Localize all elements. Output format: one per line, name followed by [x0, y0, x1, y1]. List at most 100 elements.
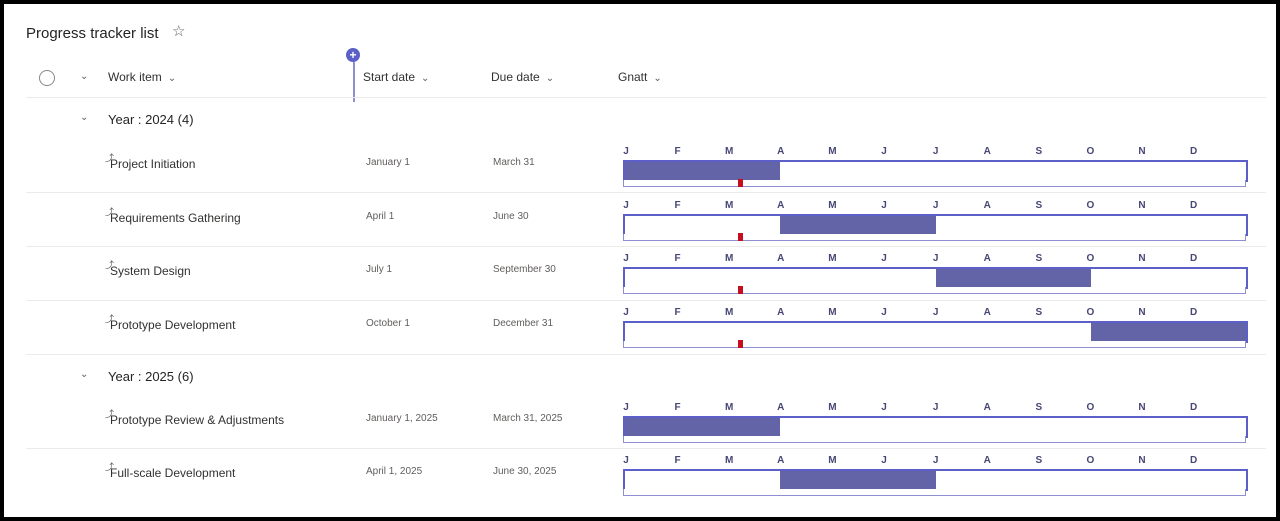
column-header-start-date[interactable]: Start date ⌄ — [363, 70, 429, 84]
gantt-month-label: D — [1189, 200, 1198, 211]
table-row[interactable]: ⤴ Project Initiation January 1 March 31 J F M A… — [26, 146, 1266, 203]
start-date-cell: January 1 — [366, 157, 410, 168]
gantt-baseline — [623, 341, 1246, 348]
work-item-title[interactable]: Prototype Development — [110, 318, 236, 332]
favorite-star-icon[interactable]: ☆ — [172, 23, 186, 40]
table-row[interactable]: ⤴ Full-scale Development April 1, 2025 June… — [26, 455, 1266, 512]
gantt-track — [623, 321, 1248, 343]
gantt-month-label: J — [932, 200, 939, 211]
chevron-down-icon: ⌄ — [545, 73, 555, 84]
gantt-track — [623, 267, 1248, 289]
gantt-month-label: M — [725, 455, 734, 466]
gantt-bar — [625, 162, 781, 180]
gantt-track — [623, 160, 1248, 182]
chevron-down-icon: ⌄ — [167, 73, 177, 84]
due-date-cell: June 30, 2025 — [493, 466, 557, 477]
gantt-month-label: N — [1138, 200, 1146, 211]
column-header-due-date-label: Due date — [491, 70, 540, 84]
gantt-baseline — [623, 234, 1246, 241]
group-header-2024[interactable]: Year : 2024 (4) — [108, 112, 194, 127]
gantt-baseline — [623, 489, 1246, 496]
gantt-month-label: N — [1138, 455, 1146, 466]
gantt-month-label: A — [983, 455, 991, 466]
chevron-down-icon: ⌄ — [653, 73, 662, 84]
gantt-month-label: J — [932, 307, 939, 318]
gantt-month-label: J — [623, 402, 629, 413]
header-divider — [26, 97, 1266, 98]
gantt-month-label: M — [828, 402, 837, 413]
gantt-month-label: N — [1138, 402, 1146, 413]
gantt-month-label: J — [881, 253, 887, 264]
gantt-month-label: J — [881, 146, 887, 157]
gantt-bar — [780, 471, 936, 489]
column-header-due-date[interactable]: Due date ⌄ — [491, 70, 554, 84]
due-date-cell: June 30 — [493, 211, 529, 222]
collapse-all-chevron-icon[interactable]: ⌄ — [80, 71, 89, 82]
gantt-month-label: N — [1138, 253, 1146, 264]
work-item-title[interactable]: Requirements Gathering — [110, 211, 241, 225]
gantt-month-label: J — [623, 455, 629, 466]
gantt-month-label: F — [674, 455, 681, 466]
gantt-month-label: D — [1189, 253, 1198, 264]
column-header-work-item[interactable]: Work item ⌄ — [108, 70, 176, 84]
gantt-month-label: F — [674, 146, 681, 157]
gantt-month-label: D — [1189, 146, 1198, 157]
work-item-title[interactable]: Project Initiation — [110, 157, 196, 171]
group-header-2025[interactable]: Year : 2025 (6) — [108, 369, 194, 384]
gantt-month-label: A — [983, 402, 991, 413]
row-divider — [26, 354, 1266, 355]
gantt-month-label: M — [725, 402, 734, 413]
column-header-gantt[interactable]: Gnatt ⌄ — [618, 70, 662, 84]
gantt-month-label: D — [1189, 455, 1198, 466]
gantt-month-label: J — [881, 402, 887, 413]
gantt-baseline — [623, 180, 1246, 187]
add-column-button[interactable]: + — [346, 48, 360, 62]
gantt-track — [623, 214, 1248, 236]
group-collapse-chevron-icon[interactable]: ⌄ — [80, 369, 89, 380]
column-header-start-date-label: Start date — [363, 70, 416, 84]
row-divider — [26, 448, 1266, 449]
work-item-title[interactable]: System Design — [110, 264, 191, 278]
gantt-month-label: O — [1086, 455, 1095, 466]
work-item-title[interactable]: Prototype Review & Adjustments — [110, 413, 285, 427]
gantt-month-label: J — [623, 200, 629, 211]
gantt-month-label: M — [725, 253, 734, 264]
select-all-checkbox[interactable] — [39, 70, 55, 86]
work-item-title[interactable]: Full-scale Development — [110, 466, 236, 480]
work-item-link-icon: ⤴ — [105, 314, 115, 324]
table-row[interactable]: ⤴ Prototype Review & Adjustments January 1… — [26, 402, 1266, 459]
gantt-month-label: J — [623, 146, 629, 157]
gantt-month-label: A — [983, 307, 991, 318]
table-row[interactable]: ⤴ Requirements Gathering April 1 June 30 J F M… — [26, 200, 1266, 257]
table-row[interactable]: ⤴ System Design July 1 September 30 J F M A M J J A… — [26, 253, 1266, 310]
gantt-bar — [935, 269, 1091, 287]
gantt-month-label: A — [983, 253, 991, 264]
gantt-month-label: J — [932, 146, 939, 157]
gantt-month-label: A — [777, 146, 785, 157]
start-date-cell: April 1 — [366, 211, 395, 222]
gantt-month-label: S — [1035, 402, 1043, 413]
gantt-month-label: N — [1138, 307, 1146, 318]
gantt-track — [623, 469, 1248, 491]
gantt-bar — [1090, 323, 1246, 341]
gantt-month-label: J — [932, 402, 939, 413]
gantt-month-label: M — [725, 200, 734, 211]
gantt-month-label: D — [1189, 307, 1198, 318]
gantt-month-label: A — [777, 200, 785, 211]
gantt-month-label: M — [828, 455, 837, 466]
gantt-month-label: M — [828, 253, 837, 264]
due-date-cell: September 30 — [493, 264, 556, 275]
table-row[interactable]: ⤴ Prototype Development October 1 December … — [26, 307, 1266, 364]
gantt-month-label: J — [881, 307, 887, 318]
gantt-month-label: S — [1035, 200, 1043, 211]
group-collapse-chevron-icon[interactable]: ⌄ — [80, 112, 89, 123]
